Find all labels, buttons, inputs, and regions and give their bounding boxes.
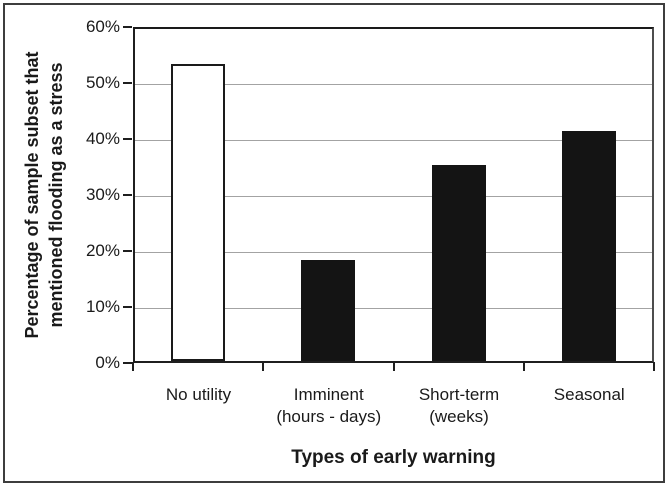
category-label-short-term-weeks-: Short-term (weeks) — [394, 384, 525, 428]
x-axis-title: Types of early warning — [291, 447, 496, 468]
y-tick-mark-60% — [123, 26, 132, 28]
category-label-line: Imminent — [293, 385, 364, 404]
category-label-imminent-hours-days-: Imminent (hours - days) — [263, 384, 394, 428]
gridline-20% — [135, 252, 652, 253]
gridline-50% — [135, 84, 652, 85]
bar-no-utility — [171, 64, 226, 361]
x-tick-mark — [522, 362, 525, 371]
y-axis-title-line-1: Percentage of sample subset that — [22, 51, 42, 339]
y-tick-label-60%: 60% — [85, 17, 120, 36]
category-label-line: Seasonal — [553, 385, 625, 404]
y-tick-label-30%: 30% — [85, 185, 120, 204]
category-label-seasonal: Seasonal — [524, 384, 655, 406]
bar-short-term-weeks- — [431, 165, 486, 361]
bar-imminent-hours-days- — [301, 260, 356, 361]
x-tick-mark — [132, 362, 134, 371]
y-tick-label-10%: 10% — [85, 297, 120, 316]
y-tick-mark-10% — [123, 306, 132, 308]
category-label-no-utility: No utility — [133, 384, 264, 406]
x-tick-mark — [262, 362, 265, 371]
x-tick-mark — [392, 362, 395, 371]
gridline-30% — [135, 196, 652, 197]
y-tick-label-50%: 50% — [85, 73, 120, 92]
y-tick-mark-30% — [123, 194, 132, 196]
plot-area — [133, 27, 654, 363]
y-tick-label-0%: 0% — [95, 353, 120, 372]
y-tick-mark-50% — [123, 82, 132, 84]
y-tick-label-20%: 20% — [85, 241, 120, 260]
category-label-line: Short-term — [418, 385, 500, 404]
y-tick-mark-0% — [123, 362, 132, 364]
gridline-40% — [135, 140, 652, 141]
y-tick-mark-20% — [123, 250, 132, 252]
category-label-line: No utility — [165, 385, 232, 404]
x-tick-mark — [653, 362, 655, 371]
category-label-line: (weeks) — [429, 407, 489, 426]
gridline-10% — [135, 308, 652, 309]
bar-seasonal — [561, 131, 616, 361]
y-tick-label-40%: 40% — [85, 129, 120, 148]
y-tick-mark-40% — [123, 138, 132, 140]
category-label-line: (hours - days) — [276, 407, 382, 426]
